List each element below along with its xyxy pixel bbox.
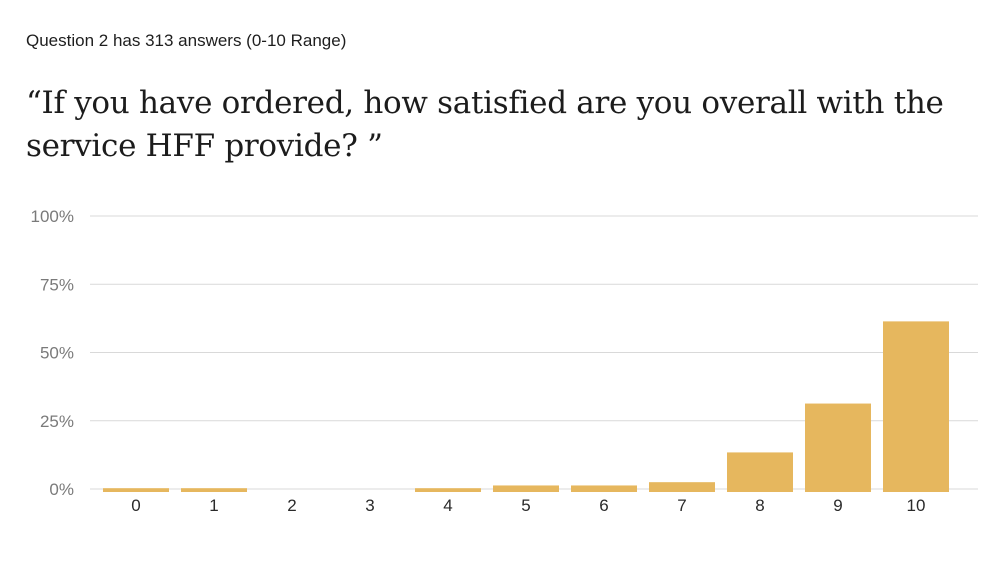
- x-tick-label-8: 8: [755, 496, 764, 515]
- x-tick-label-9: 9: [833, 496, 842, 515]
- y-tick-label: 50%: [40, 344, 74, 363]
- x-tick-label-6: 6: [599, 496, 608, 515]
- x-tick-label-0: 0: [131, 496, 140, 515]
- y-tick-label: 75%: [40, 275, 74, 294]
- y-tick-label: 25%: [40, 412, 74, 431]
- bar-4: [415, 488, 481, 492]
- answers-summary: Question 2 has 313 answers (0-10 Range): [26, 31, 347, 50]
- bar-5: [493, 485, 559, 492]
- bar-0: [103, 488, 169, 492]
- bar-8: [727, 452, 793, 492]
- y-tick-label: 100%: [31, 207, 74, 226]
- x-axis-labels: 0 1 2 3 4 5 6 7 8 9 10: [131, 496, 925, 515]
- bar-9: [805, 403, 871, 492]
- question-title: “If you have ordered, how satisfied are …: [26, 85, 944, 164]
- chart-bars: [103, 321, 949, 492]
- y-tick-label: 0%: [49, 480, 74, 499]
- x-tick-label-2: 2: [287, 496, 296, 515]
- bar-7: [649, 482, 715, 492]
- x-tick-label-10: 10: [907, 496, 926, 515]
- x-tick-label-7: 7: [677, 496, 686, 515]
- x-tick-label-1: 1: [209, 496, 218, 515]
- bar-6: [571, 485, 637, 492]
- bar-1: [181, 488, 247, 492]
- x-tick-label-4: 4: [443, 496, 452, 515]
- x-tick-label-5: 5: [521, 496, 530, 515]
- x-tick-label-3: 3: [365, 496, 374, 515]
- bar-10: [883, 321, 949, 492]
- y-axis-labels: 0% 25% 50% 75% 100%: [31, 207, 74, 499]
